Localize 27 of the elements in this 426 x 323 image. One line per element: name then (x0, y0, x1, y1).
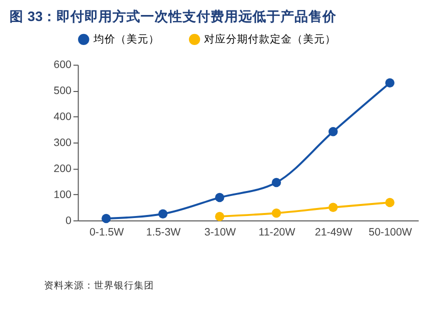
chart-title: 图 33：即付即用方式一次性支付费用远低于产品售价 (10, 8, 338, 24)
x-tick-label: 50-100W (368, 226, 413, 238)
point (272, 208, 281, 218)
y-tick-label: 0 (66, 214, 72, 227)
y-tick-label: 300 (54, 136, 72, 149)
y-tick-label: 600 (54, 59, 72, 72)
text: 资料来源：世界银行集团 (44, 279, 154, 292)
x-tick-label: 0-1.5W (89, 226, 125, 238)
legend-label: 均价（美元） (92, 32, 160, 46)
point (272, 178, 281, 188)
point (102, 214, 111, 224)
y-tick-label: 400 (54, 111, 72, 124)
point (215, 212, 224, 222)
point (328, 202, 338, 212)
legend-label: 对应分期付款定金（美元） (204, 32, 336, 46)
point (328, 127, 338, 136)
x-tick-label: 1.5-3W (146, 226, 182, 238)
x-tick-label: 11-20W (258, 226, 296, 238)
point (385, 78, 394, 88)
y-tick-label: 200 (54, 162, 72, 175)
x-tick-label: 3-10W (204, 226, 237, 238)
y-tick-label: 100 (54, 188, 72, 201)
y-tick-label: 500 (54, 85, 72, 98)
point (215, 192, 224, 202)
point (385, 198, 394, 208)
x-tick-label: 21-49W (314, 226, 354, 238)
point (158, 209, 168, 218)
